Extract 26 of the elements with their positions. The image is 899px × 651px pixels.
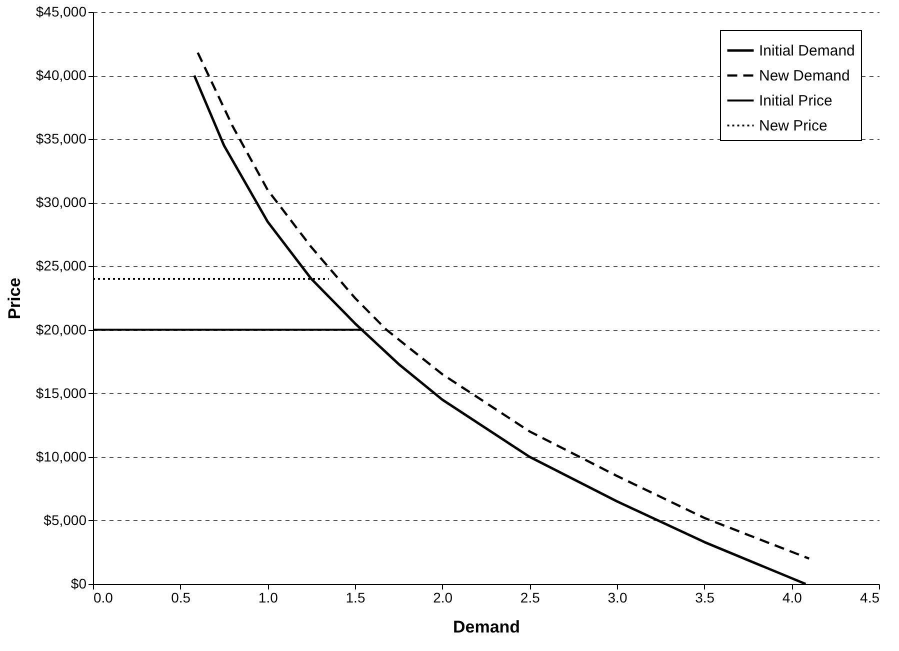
- x-tick-label: 4.5: [860, 590, 880, 606]
- y-tick-label: $40,000: [36, 67, 87, 84]
- legend-label: New Demand: [759, 68, 850, 84]
- y-tick-label: $0: [70, 576, 87, 592]
- x-tick-label: 2.5: [520, 590, 540, 606]
- legend-label: New Price: [759, 118, 828, 134]
- x-tick-label: 0.0: [94, 590, 114, 606]
- x-tick-label: 3.5: [695, 590, 715, 606]
- y-tick-label: $35,000: [36, 130, 87, 147]
- x-tick-label: 2.0: [433, 590, 453, 606]
- x-tick-label: 4.0: [782, 590, 802, 606]
- y-tick-label: $25,000: [36, 258, 87, 274]
- x-tick-label: 3.0: [608, 590, 628, 606]
- legend-label: Initial Demand: [759, 42, 855, 60]
- x-tick-label: 1.5: [346, 590, 366, 606]
- legend-label: Initial Price: [759, 92, 832, 110]
- y-tick-label: $30,000: [36, 194, 87, 210]
- y-tick-label: $5,000: [44, 512, 87, 528]
- y-tick-label: $10,000: [36, 448, 87, 464]
- y-tick-label: $45,000: [36, 4, 87, 20]
- x-tick-label: 1.0: [258, 590, 278, 606]
- x-tick-label: 0.5: [171, 590, 191, 606]
- y-tick-label: $20,000: [36, 321, 87, 338]
- y-axis-title: Price: [4, 278, 24, 320]
- x-axis-title: Demand: [452, 618, 520, 636]
- y-tick-label: $15,000: [36, 384, 87, 401]
